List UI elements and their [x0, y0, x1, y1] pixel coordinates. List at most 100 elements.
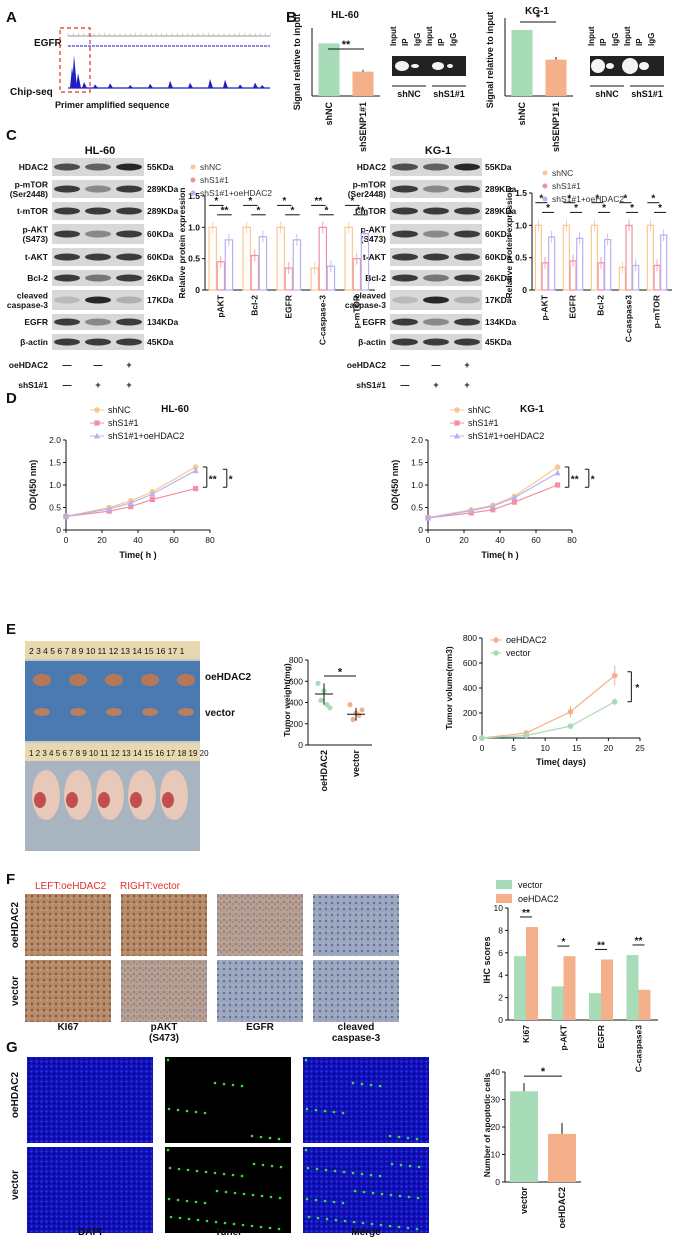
chipseq-peak: [208, 79, 213, 88]
c-kg1-protein-0: HDAC2: [357, 162, 387, 172]
c-kg1-protein-2: t-mTOR: [355, 206, 386, 216]
b-kg1-sig: *: [536, 12, 541, 24]
c-hl60-protein-0: HDAC2: [19, 162, 49, 172]
b-hl60-ylabel: Signal relative to input: [292, 14, 302, 111]
panel-label-F: F: [6, 871, 15, 888]
d-kg1-chart-series-line: [427, 484, 558, 519]
c-kg1-size-3: 60KDa: [485, 229, 512, 239]
g-tunel-dot: [166, 1148, 170, 1152]
g-tunel-dot: [305, 1197, 309, 1201]
d-hl60-chart-point: [63, 513, 69, 519]
c-kg1-bars-ytick-label: 1.5: [515, 188, 527, 198]
d-kg1-legend-marker: [454, 432, 460, 439]
e-weight-ytick-label: 600: [289, 676, 303, 686]
c-hl60-bars-sig-lower: **: [357, 206, 365, 217]
g-tunel-dot: [370, 1222, 374, 1226]
f-ihc-bar: [601, 959, 613, 1020]
f-ihc-bar: [638, 989, 651, 1020]
b-kg1-gel-band: [606, 63, 614, 69]
c-kg1-bars-sig-upper: *: [595, 193, 599, 204]
f-col-label-1: pAKT (S473): [149, 1022, 179, 1044]
g-tunel-dot: [279, 1165, 283, 1169]
d-hl60-legend-1: shS1#1: [108, 418, 139, 428]
c-hl60-bars-ytick-label: 0: [195, 285, 200, 295]
g-tunel-dot: [167, 1107, 171, 1111]
e-volume-chart-xtick-label: 0: [480, 743, 485, 753]
c-hl60-legend-0: shNC: [200, 162, 221, 172]
b-hl60-lane-0: Input: [389, 26, 398, 46]
chipseq-peak: [238, 84, 243, 88]
track-label-chipseq: Chip-seq: [10, 87, 53, 98]
c-kg1-bars-bar: [625, 224, 633, 291]
c-hl60-size-8: 45KDa: [147, 337, 174, 347]
f-ihc-bar: [589, 993, 601, 1020]
b-kg1-chart-bar-0: [511, 29, 533, 96]
c-kg1-band: [392, 296, 418, 304]
c-kg1-cond-mark: +: [464, 380, 469, 390]
e-volume-chart-series-line: [481, 675, 616, 739]
g-tunel-dot: [314, 1108, 318, 1112]
f-ihc-xtick-2: EGFR: [596, 1025, 606, 1049]
d-kg1-chart-xtick-label: 40: [495, 535, 505, 545]
f-ihc-legend-swatch: [496, 894, 512, 903]
c-hl60-cond-label-0: oeHDAC2: [9, 360, 48, 370]
g-tunel-dot: [360, 1172, 364, 1176]
g-tunel-dot: [213, 1171, 217, 1175]
e-volume-legend-marker: [493, 650, 499, 656]
c-hl60-cond-mark: —: [63, 380, 72, 390]
g-tunel-dot: [178, 1216, 182, 1220]
c-kg1-bars-bar: [548, 236, 556, 291]
c-hl60-band: [54, 274, 80, 282]
c-kg1-cond-label-1: shS1#1: [356, 380, 386, 390]
chipseq-peak: [223, 79, 228, 88]
g-tunel-dot: [417, 1165, 421, 1169]
d-hl60-chart-xtick-label: 60: [169, 535, 179, 545]
c-kg1-legend-marker: [542, 196, 548, 202]
g-tunel-dot: [233, 1191, 237, 1195]
g-tunel-dot: [204, 1170, 208, 1174]
c-kg1-band: [392, 253, 418, 261]
panel-label-A: A: [6, 9, 17, 26]
e-tumor-vector: [70, 708, 86, 716]
c-kg1-bars-xtick-3: C-caspase3: [624, 295, 634, 343]
c-kg1-size-5: 26KDa: [485, 273, 512, 283]
g-tunel-dot: [397, 1225, 401, 1229]
c-kg1-cond-mark: —: [401, 360, 410, 370]
d-kg1-chart-point: [511, 494, 518, 501]
e-volume-chart-ytick-label: 600: [463, 658, 477, 668]
f-row-label-1: vector: [10, 976, 21, 1006]
d-kg1-legend-1: shS1#1: [468, 418, 499, 428]
d-hl60-ylabel: OD(450 nm): [28, 460, 38, 511]
c-hl60-band: [54, 338, 80, 346]
c-kg1-band: [423, 296, 449, 304]
g-tunel-dot: [240, 1084, 244, 1088]
c-hl60-bars-sig-lower: **: [221, 206, 229, 217]
d-hl60-legend-0: shNC: [108, 405, 131, 415]
e-volume-chart-xtick-label: 20: [604, 743, 614, 753]
d-kg1-chart-point: [468, 507, 475, 514]
c-kg1-cond-mark: —: [432, 360, 441, 370]
g-tunel-dot: [240, 1174, 244, 1178]
f-row-label-0: oeHDAC2: [10, 902, 21, 949]
g-tunel-dot: [324, 1168, 328, 1172]
c-kg1-band: [392, 338, 418, 346]
c-hl60-bars-xtick-4: p-mTOR: [351, 295, 361, 328]
e-weight-point: [359, 707, 365, 713]
g-tunel-dot: [186, 1168, 190, 1172]
c-hl60-size-7: 134KDa: [147, 317, 178, 327]
f-col-label-3: cleaved caspase-3: [332, 1022, 381, 1044]
c-kg1-band: [392, 207, 418, 215]
c-kg1-legend-marker: [542, 170, 548, 176]
c-hl60-band: [116, 230, 142, 238]
e-weight-point: [315, 680, 321, 686]
c-hl60-protein-8: β-actin: [20, 337, 48, 347]
c-kg1-cond-mark: +: [464, 360, 469, 370]
c-hl60-bars-xtick-1: Bcl-2: [249, 295, 259, 316]
d-kg1-chart-ytick-label: 1.5: [411, 458, 423, 468]
g-tunel-dot: [390, 1162, 394, 1166]
f-ihc-ylabel: IHC scores: [482, 936, 492, 983]
c-hl60-band: [85, 296, 111, 304]
g-tunel-dot: [268, 1136, 272, 1140]
g-apop-ylabel: Number of apoptotic cells: [482, 1073, 492, 1178]
c-kg1-band: [423, 274, 449, 282]
